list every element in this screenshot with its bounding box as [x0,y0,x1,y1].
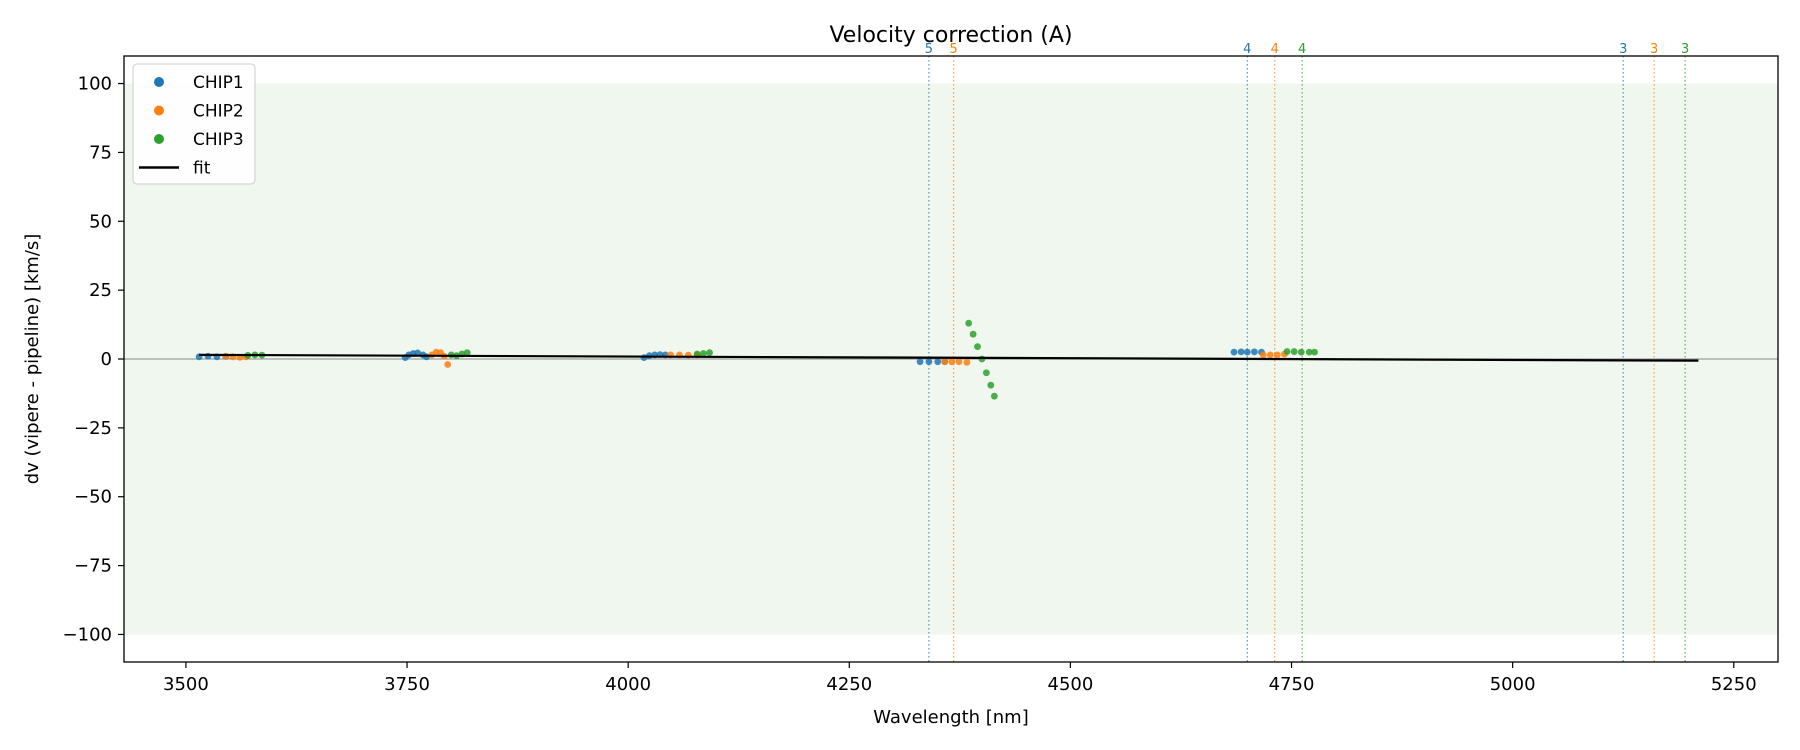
y-tick-label: 75 [89,142,112,163]
data-point [444,361,452,368]
x-tick-label: 4750 [1269,674,1315,695]
data-point [934,358,942,366]
data-point [1266,351,1274,359]
x-axis: 3500 3750 4000 4250 4500 4750 5000 5250 [163,662,1757,695]
x-tick-label: 5250 [1711,674,1757,695]
legend-label: fit [193,159,211,179]
data-point [706,349,713,357]
order-marker-label: 4 [1271,42,1279,57]
data-point [1297,348,1305,356]
data-point [463,349,471,357]
data-point [963,358,971,366]
data-point [1290,348,1298,355]
data-point [987,381,995,389]
data-point [974,343,981,351]
order-marker-label: 3 [1681,42,1689,57]
data-point [1230,348,1238,356]
legend-label: CHIP2 [193,102,244,122]
order-marker-label: 5 [925,42,933,57]
order-marker-label: 4 [1243,42,1251,57]
y-axis-label: dv (vipere - pipeline) [km/s] [22,234,43,485]
data-point [990,392,998,400]
y-tick-label: −50 [74,487,112,508]
data-point [965,319,973,327]
data-point [1243,348,1251,356]
legend-label: CHIP3 [193,130,244,150]
data-point [941,358,949,366]
y-tick-label: −25 [74,418,112,439]
fit-line [199,353,1699,362]
order-marker-label: 5 [950,42,958,57]
data-point [955,358,963,366]
data-point [982,369,990,377]
order-marker-label: 3 [1650,42,1658,57]
data-point [948,358,956,366]
y-tick-label: 0 [101,349,112,370]
legend-marker-chip2 [154,105,164,116]
x-tick-label: 3750 [384,674,430,695]
x-tick-label: 3500 [163,674,209,695]
data-point [1259,351,1267,359]
y-axis: −100 −75 −50 −25 0 25 50 75 100 [63,74,124,645]
order-marker-label: 4 [1298,42,1306,57]
y-tick-label: −75 [74,556,112,577]
y-tick-label: −100 [63,624,112,645]
y-tick-label: 25 [89,280,112,301]
x-axis-label: Wavelength [nm] [873,707,1029,728]
order-marker-label: 3 [1619,42,1627,57]
data-point [916,358,924,366]
legend: CHIP1 CHIP2 CHIP3 fit [132,63,256,185]
data-point [1311,348,1318,356]
data-point [1250,348,1258,356]
legend-label: CHIP1 [193,73,244,93]
x-tick-label: 5000 [1490,674,1536,695]
data-point [1305,348,1313,356]
y-tick-label: 50 [89,211,112,232]
data-point [1283,348,1291,355]
x-tick-label: 4000 [605,674,651,695]
x-tick-label: 4500 [1048,674,1094,695]
data-point [1273,351,1281,359]
data-point [699,350,707,357]
legend-marker-chip1 [154,77,164,87]
data-point [978,355,986,363]
legend-box [132,63,256,185]
data-point [1237,348,1245,356]
data-point [925,358,933,366]
data-point [969,330,977,338]
plot-area: 5 5 4 4 4 3 3 3 [124,42,1778,662]
x-tick-label: 4250 [826,674,872,695]
y-tick-label: 100 [78,74,112,95]
chart-title: Velocity correction (A) [829,23,1072,48]
legend-marker-chip3 [154,134,164,144]
